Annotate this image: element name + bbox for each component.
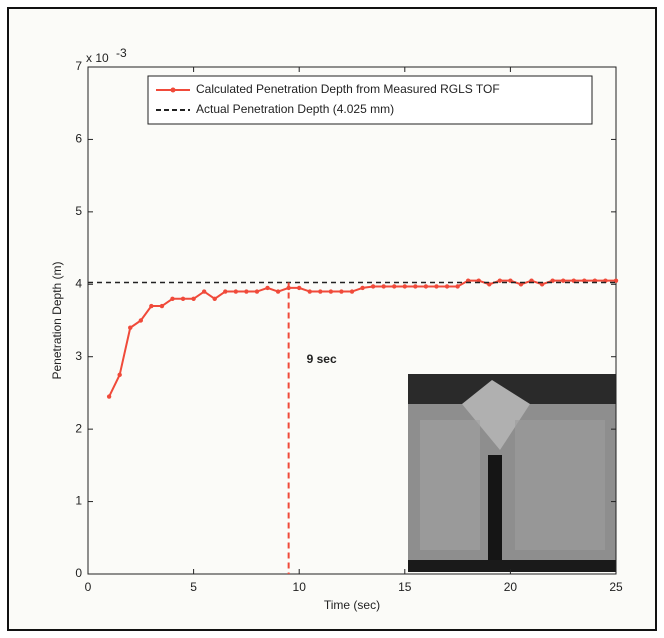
data-point <box>180 296 186 301</box>
x-tick-label: 25 <box>609 580 623 594</box>
data-point <box>191 296 196 301</box>
y-exponent: -3 <box>116 46 127 60</box>
data-point <box>106 394 112 399</box>
data-point <box>455 284 460 289</box>
y-tick-label: 3 <box>75 349 82 363</box>
data-point <box>307 289 312 294</box>
data-point <box>370 284 376 289</box>
data-point <box>212 296 217 301</box>
y-tick-label: 7 <box>75 59 82 73</box>
data-point <box>223 289 228 294</box>
data-point <box>381 284 386 289</box>
data-point <box>149 303 154 309</box>
data-point <box>138 318 143 323</box>
legend: Calculated Penetration Depth from Measur… <box>147 75 593 125</box>
data-point <box>392 284 397 289</box>
data-point <box>434 284 439 289</box>
x-tick-label: 0 <box>85 580 92 594</box>
y-tick-label: 5 <box>75 204 82 218</box>
y-tick-label: 0 <box>75 566 82 580</box>
legend-marker <box>170 87 176 93</box>
y-multiplier: x 10 <box>86 51 109 65</box>
data-point <box>201 289 207 294</box>
data-point <box>297 285 302 291</box>
data-point <box>561 278 566 283</box>
plot-frame <box>87 66 617 575</box>
data-point <box>170 296 175 301</box>
data-point <box>117 372 122 378</box>
data-point <box>244 289 249 294</box>
data-point <box>318 289 323 294</box>
data-point <box>402 284 407 289</box>
annotation: 9 sec <box>307 352 337 366</box>
data-point <box>423 284 429 289</box>
data-point <box>265 285 270 291</box>
x-tick-label: 20 <box>504 580 518 594</box>
y-tick-label: 1 <box>75 494 82 508</box>
legend-label: Calculated Penetration Depth from Measur… <box>196 82 500 96</box>
data-point <box>339 289 344 294</box>
data-point <box>444 284 450 289</box>
data-point <box>349 289 355 294</box>
y-tick-label: 6 <box>75 132 82 146</box>
y-tick-label: 4 <box>75 276 82 290</box>
x-tick-label: 15 <box>398 580 412 594</box>
legend-box <box>147 75 593 125</box>
inset-photo <box>408 374 616 572</box>
data-point <box>275 289 281 294</box>
data-point <box>360 285 365 291</box>
y-axis-label: Penetration Depth (m) <box>50 261 64 379</box>
x-tick-label: 10 <box>293 580 307 594</box>
data-point <box>233 289 239 294</box>
x-tick-label: 5 <box>190 580 197 594</box>
data-point <box>413 284 418 289</box>
data-point <box>497 278 503 283</box>
data-point <box>159 303 165 309</box>
y-tick-label: 2 <box>75 421 82 435</box>
data-point <box>128 325 133 330</box>
data-point <box>254 289 260 294</box>
x-axis-label: Time (sec) <box>324 598 380 612</box>
data-point <box>328 289 334 294</box>
legend-label: Actual Penetration Depth (4.025 mm) <box>196 102 394 116</box>
